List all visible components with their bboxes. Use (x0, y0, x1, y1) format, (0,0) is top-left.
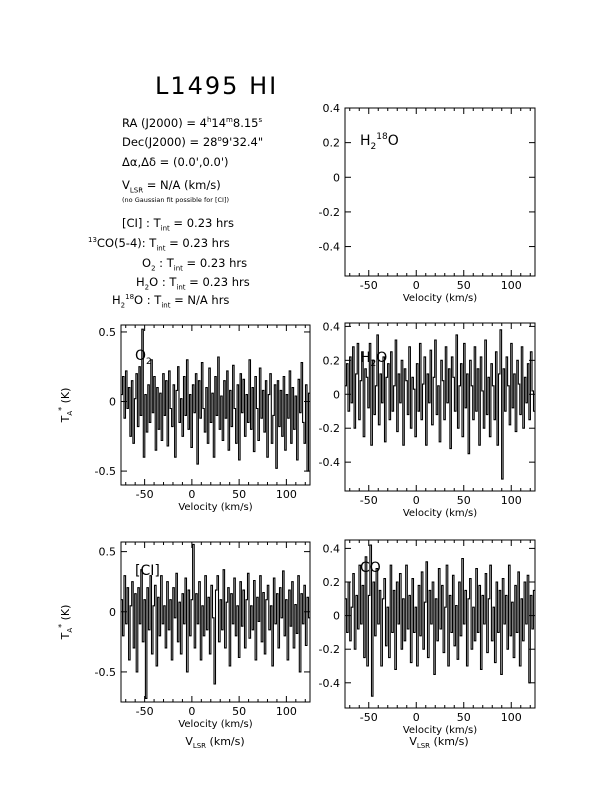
plot-frame-h2o (344, 322, 536, 492)
gaussian-note: (no Gaussian fit possible for [CI]) (122, 196, 230, 204)
x-axis-label: Velocity (km/s) (403, 725, 477, 736)
x-tick-label: 100 (501, 279, 522, 292)
spectrum-line-o2 (121, 328, 310, 472)
x-tick-label: 0 (413, 279, 420, 292)
ra-label: RA (J2000) = (122, 116, 196, 130)
dec-label: Dec(J2000) = (122, 135, 200, 149)
x-tick-label: 0 (188, 488, 195, 501)
y-tick-label: -0.2 (319, 206, 340, 219)
tint-ci: [CI] : Tint = 0.23 hrs (122, 216, 234, 233)
y-tick-label: -0.4 (319, 456, 340, 469)
y-tick-label: 0.4 (323, 102, 341, 115)
y-tick-label: -0.5 (95, 465, 116, 478)
tint-h2o: H2O : Tint = 0.23 hrs (136, 275, 250, 292)
plot-frame-co (344, 539, 536, 709)
y-tick-label: 0 (333, 171, 340, 184)
y-tick-label: 0.2 (323, 576, 341, 589)
x-tick-label: -50 (136, 705, 154, 718)
plot-frame-o2 (120, 324, 311, 486)
y-tick-label: 0.4 (323, 542, 341, 555)
spectrum-line-h2o (345, 329, 535, 480)
x-tick-label: 0 (188, 705, 195, 718)
tint-h218o: H218O : Tint = N/A hrs (112, 293, 230, 310)
y-tick-label: 0.2 (323, 354, 341, 367)
x-tick-label: 50 (232, 488, 246, 501)
y-tick-label: -0.4 (319, 241, 340, 254)
vlsr-axis-label: VLSR (km/s) (185, 735, 244, 750)
page-title: L1495 HI (155, 72, 279, 100)
spectrum-line-ci (121, 543, 310, 699)
x-tick-label: -50 (360, 279, 378, 292)
dec-line: Dec(J2000) = 28o9'32.4" (122, 135, 263, 149)
y-tick-label: 0.5 (99, 546, 117, 559)
y-tick-label: -0.2 (319, 422, 340, 435)
y-tick-label: -0.5 (95, 666, 116, 679)
x-tick-label: 100 (276, 488, 297, 501)
x-tick-label: 0 (413, 494, 420, 507)
panel-label-ci: [CI] (135, 563, 160, 579)
x-tick-label: 100 (501, 711, 522, 724)
x-axis-label: Velocity (km/s) (403, 293, 477, 304)
tint-o2: O2 : Tint = 0.23 hrs (142, 256, 248, 273)
x-tick-label: 50 (457, 711, 471, 724)
y-tick-label: 0 (333, 388, 340, 401)
y-tick-label: 0 (109, 396, 116, 409)
x-tick-label: 100 (276, 705, 297, 718)
ra-line: RA (J2000) = 4h14m8.15s (122, 116, 262, 130)
y-axis-label: TA* (K) (57, 605, 74, 641)
y-tick-label: 0.5 (99, 326, 117, 339)
x-tick-label: 50 (457, 279, 471, 292)
x-tick-label: -50 (360, 711, 378, 724)
y-tick-label: 0.4 (323, 320, 341, 333)
ra-value: 4h14m8.15s (199, 116, 263, 130)
y-axis-label: TA* (K) (57, 388, 74, 424)
x-tick-label: 50 (457, 494, 471, 507)
x-tick-label: -50 (360, 494, 378, 507)
x-axis-label: Velocity (km/s) (178, 719, 252, 730)
x-tick-label: -50 (136, 488, 154, 501)
y-tick-label: 0.2 (323, 137, 341, 150)
vlsr-line: VLSR = N/A (km/s) (122, 178, 221, 195)
y-tick-label: 0 (333, 610, 340, 623)
x-tick-label: 0 (413, 711, 420, 724)
tint-13co: 13CO(5-4): Tint = 0.23 hrs (88, 236, 230, 253)
dec-value: 28o9'32.4" (202, 135, 264, 149)
y-tick-label: 0 (109, 606, 116, 619)
vlsr-axis-label: VLSR (km/s) (409, 735, 468, 750)
panel-label-h2-18o: H218O (360, 132, 399, 152)
y-tick-label: -0.2 (319, 643, 340, 656)
offset-line: Δα,Δδ = (0.0',0.0') (122, 155, 229, 169)
x-axis-label: Velocity (km/s) (403, 508, 477, 519)
plot-frame-h2-18o (344, 107, 536, 277)
x-tick-label: 100 (501, 494, 522, 507)
x-tick-label: 50 (232, 705, 246, 718)
plot-frame-ci (120, 541, 311, 703)
spectrum-line-co (345, 544, 535, 697)
x-axis-label: Velocity (km/s) (178, 502, 252, 513)
y-tick-label: -0.4 (319, 677, 340, 690)
